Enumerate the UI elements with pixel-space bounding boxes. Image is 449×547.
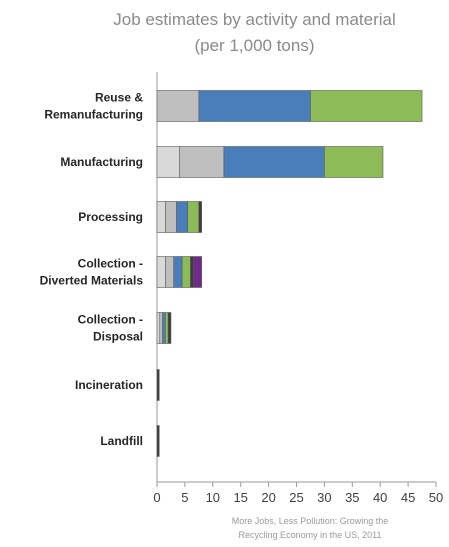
category-label: Processing [78,210,143,224]
bar-segment [156,90,200,122]
x-tick-label: 25 [289,490,303,505]
chart-title: Job estimates by activity and material [113,10,396,29]
x-tick-label: 0 [153,490,160,505]
category-label: Incineration [75,378,143,392]
bar-segment [159,312,163,344]
bar-segment [165,256,175,288]
bar-segment [176,201,188,233]
x-tick-label: 50 [429,490,443,505]
bar-segment [198,201,202,233]
source-line-1: More Jobs, Less Pollution: Growing the [231,516,389,526]
x-tick-label: 40 [373,490,387,505]
x-tick-label: 5 [181,490,188,505]
category-label: Remanufacturing [44,108,143,122]
bar-segment [165,201,177,233]
bar-segment [324,146,384,178]
bar-segment [156,146,180,178]
bar-segment [156,312,161,344]
x-tick-label: 15 [233,490,247,505]
category-label: Disposal [93,330,143,344]
category-label: Collection - [78,313,143,327]
x-tick-label: 45 [401,490,415,505]
x-tick-label: 20 [261,490,275,505]
source-line-2: Recycling Economy in the US, 2011 [238,530,382,540]
chart-subtitle: (per 1,000 tons) [194,36,315,55]
bar-segment [198,90,311,122]
bar-segment [223,146,325,178]
bar-segment [156,201,166,233]
category-label: Diverted Materials [40,274,144,288]
category-label: Collection - [78,257,143,271]
bar-segment [181,256,191,288]
x-tick-label: 10 [206,490,220,505]
category-label: Landfill [100,434,143,448]
bar-segment [187,201,200,233]
x-tick-label: 35 [345,490,359,505]
category-label: Reuse & [95,91,143,105]
bar-segment [167,312,172,344]
bar-segment [310,90,423,122]
bar-segment [179,146,225,178]
bar-segment [162,312,166,344]
category-label: Manufacturing [60,155,143,169]
bar-segment [190,256,194,288]
bar-segment [156,369,160,401]
bar-segment [156,425,160,457]
bar-segment [156,256,166,288]
bar-segment [192,256,202,288]
x-tick-label: 30 [317,490,331,505]
bar-segment [165,312,169,344]
bar-segment [173,256,183,288]
